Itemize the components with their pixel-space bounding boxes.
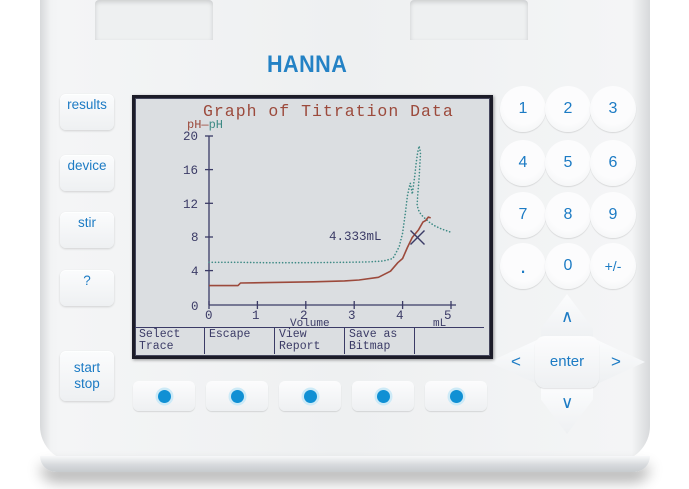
svg-text:12: 12 — [183, 198, 198, 212]
svg-text:8: 8 — [191, 231, 199, 245]
svg-text:20: 20 — [183, 130, 198, 144]
svg-text:4: 4 — [191, 265, 199, 279]
svg-text:4.333mL: 4.333mL — [329, 230, 382, 244]
svg-text:0: 0 — [205, 309, 213, 323]
svg-text:1: 1 — [252, 309, 260, 323]
svg-text:4: 4 — [396, 309, 404, 323]
svg-text:16: 16 — [183, 164, 198, 178]
svg-text:0: 0 — [191, 300, 199, 314]
svg-text:3: 3 — [348, 309, 356, 323]
